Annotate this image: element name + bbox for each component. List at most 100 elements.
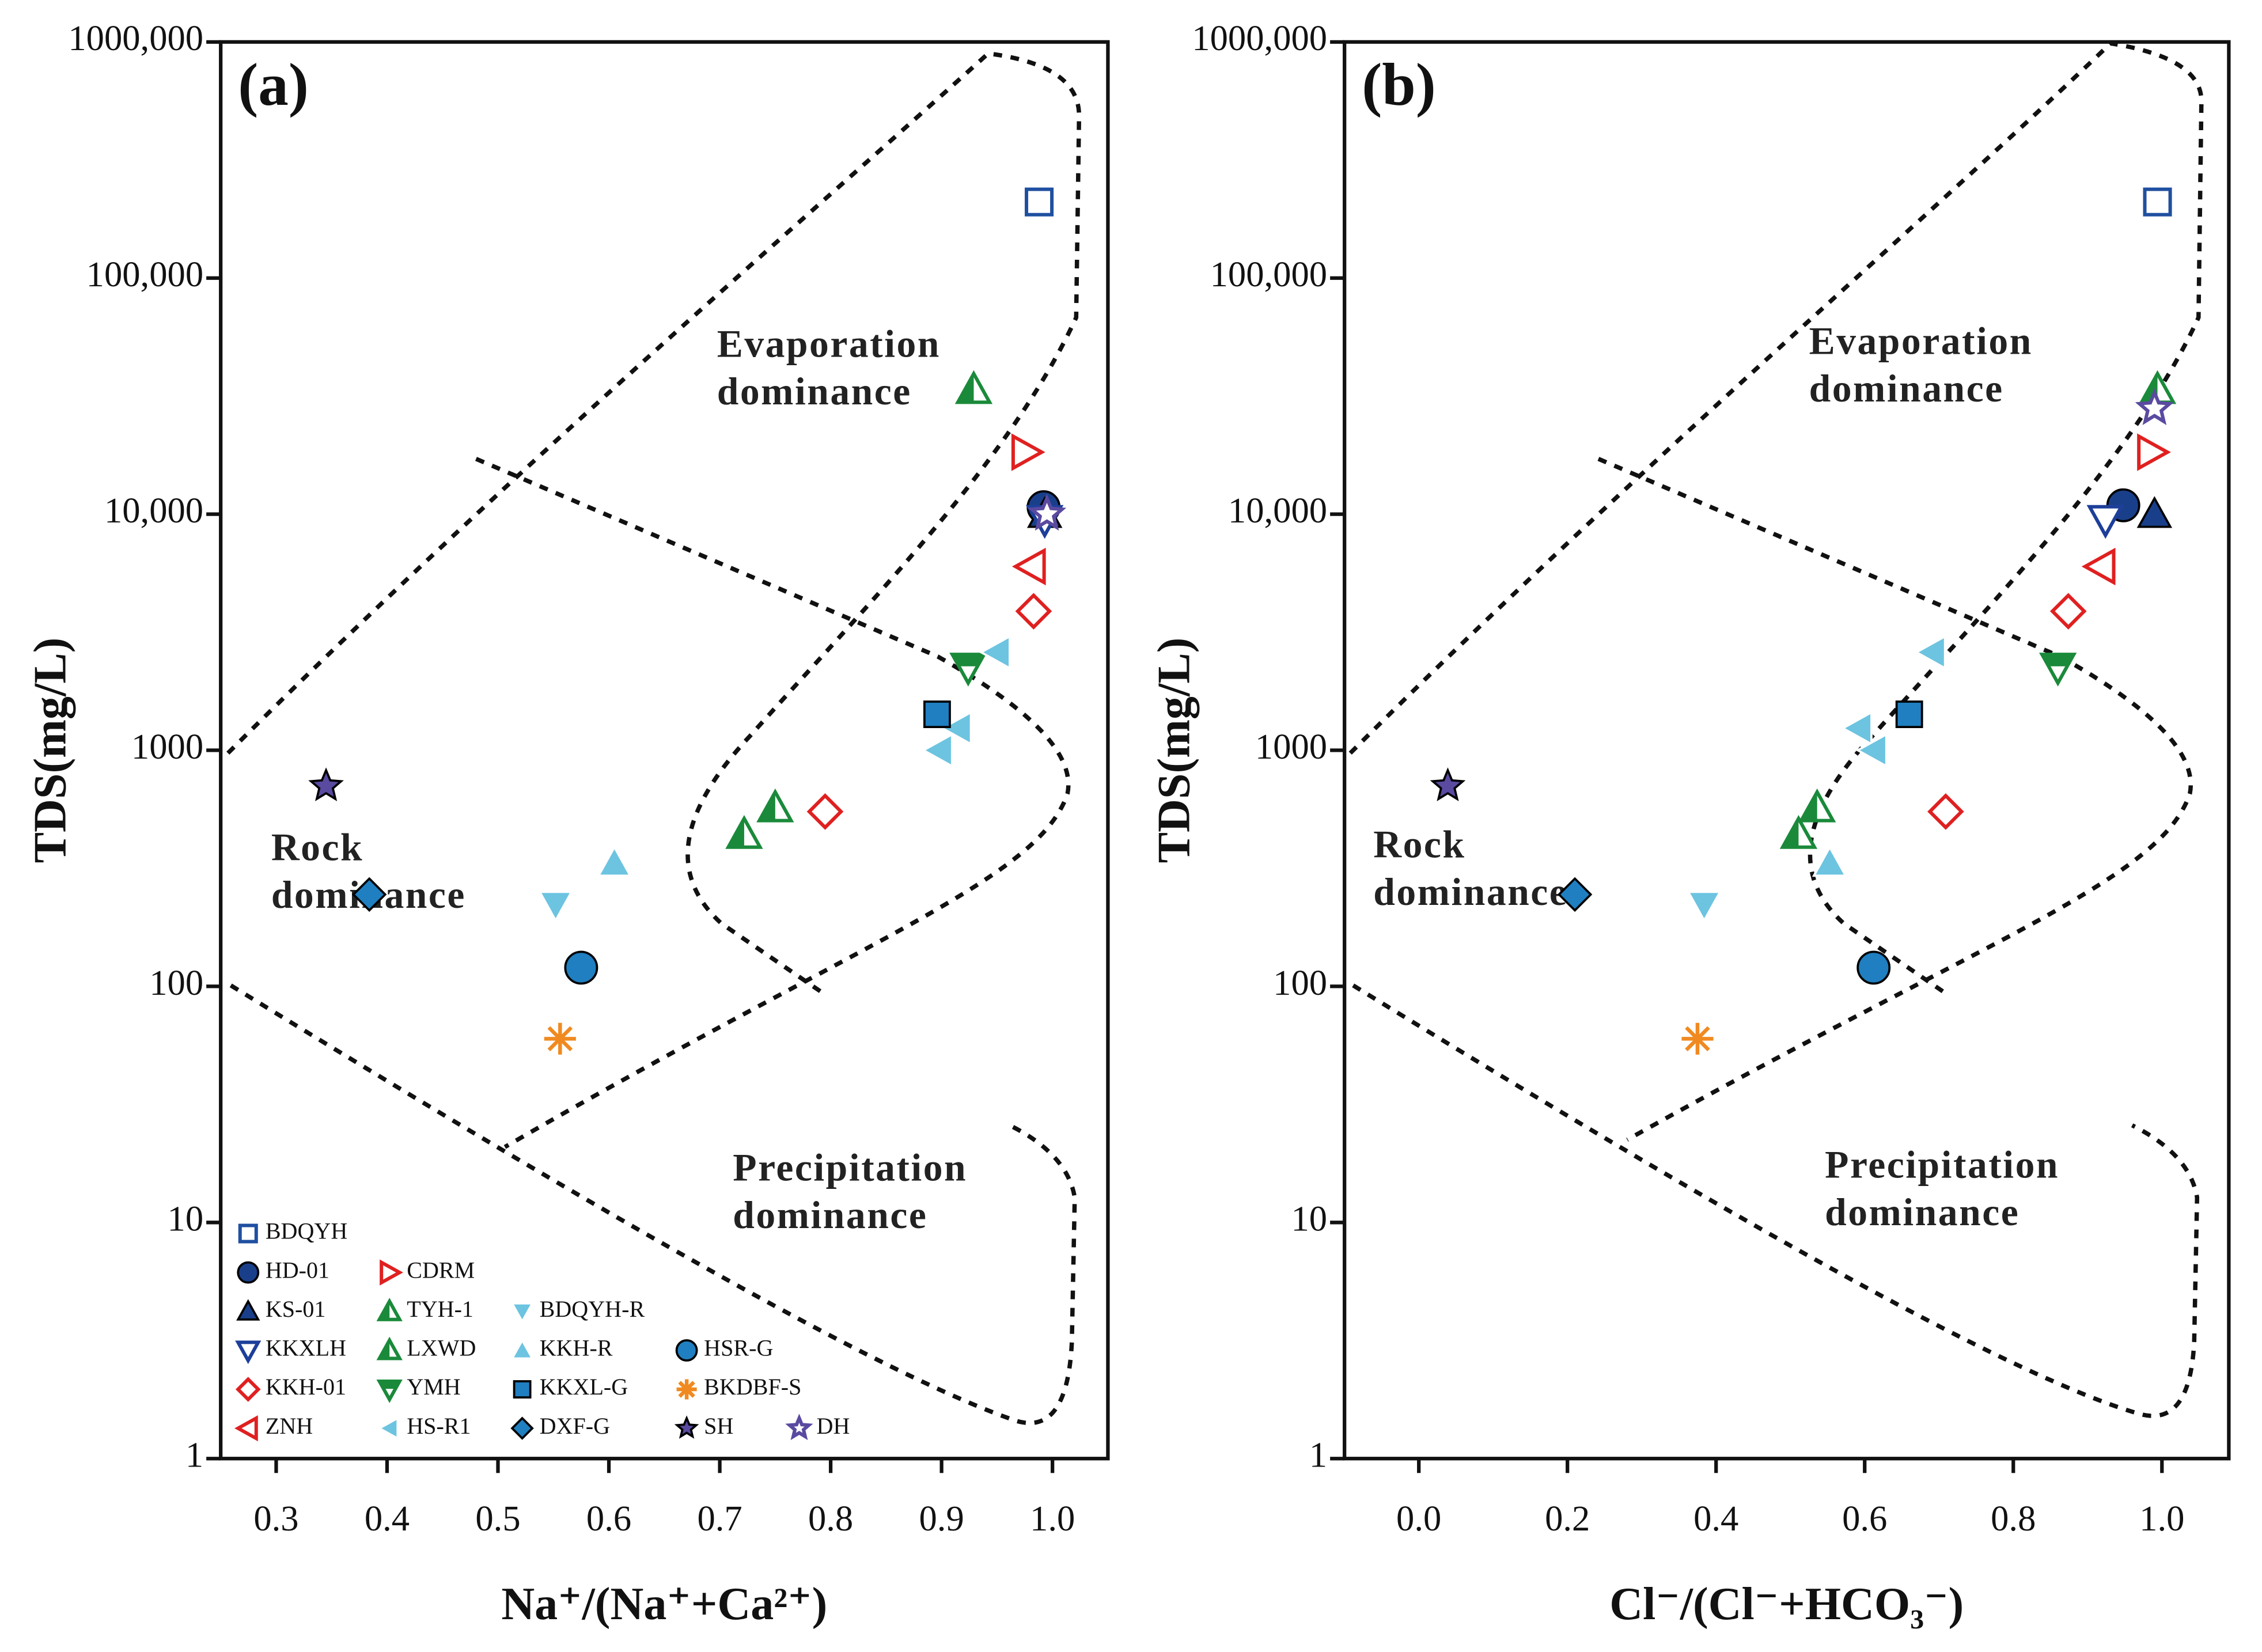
marker-shape xyxy=(513,1380,532,1399)
legend-label: LXWD xyxy=(407,1335,476,1361)
evaporation-boundary xyxy=(226,51,1082,995)
y-tick-label: 1000,000 xyxy=(1192,18,1327,58)
marker-shape xyxy=(1430,767,1466,801)
marker-shape xyxy=(510,1416,534,1440)
data-point xyxy=(756,788,794,823)
marker-shape xyxy=(806,793,844,830)
legend-label: DH xyxy=(817,1413,850,1439)
marker-shape xyxy=(235,1340,262,1365)
data-point xyxy=(1681,1022,1714,1055)
x-tick-label: 0.5 xyxy=(475,1498,520,1539)
legend-symbol xyxy=(510,1337,535,1360)
marker-shape xyxy=(1927,793,1964,830)
y-tick-label: 1 xyxy=(1309,1435,1327,1475)
y-tick-label: 10 xyxy=(1291,1199,1327,1239)
data-point xyxy=(1025,187,1054,217)
y-tick-label: 1000 xyxy=(1255,726,1327,767)
legend-symbol xyxy=(237,1261,260,1284)
marker-shape xyxy=(1557,877,1593,912)
data-point xyxy=(1015,593,1052,630)
marker-shape xyxy=(1856,950,1891,985)
region-label: dominance xyxy=(1373,870,1568,914)
marker-half xyxy=(379,1381,400,1389)
legend-label: DXF-G xyxy=(540,1413,610,1439)
legend-symbol xyxy=(674,1415,699,1439)
legend-label: HSR-G xyxy=(704,1335,773,1361)
marker-stroke xyxy=(1685,1026,1710,1052)
legend-label: TYH-1 xyxy=(407,1296,473,1322)
legend-label: KKXLH xyxy=(266,1335,346,1361)
boundary-curves-b xyxy=(1348,41,2204,1418)
data-point xyxy=(2086,505,2124,539)
marker-shape xyxy=(785,1414,813,1441)
legend-symbol xyxy=(510,1302,535,1324)
region-label: dominance xyxy=(717,370,912,413)
marker-shape xyxy=(1011,433,1045,471)
marker-half xyxy=(759,792,775,821)
y-tick-label: 10,000 xyxy=(1228,490,1327,531)
x-tick-label: 0.6 xyxy=(1842,1498,1887,1539)
marker-shape xyxy=(1025,187,1054,217)
marker-shape xyxy=(1027,494,1067,531)
marker-half xyxy=(728,819,744,847)
marker-half xyxy=(2042,654,2074,666)
plot-frame xyxy=(1343,40,2231,1461)
data-point xyxy=(2135,388,2174,425)
marker-shape xyxy=(1011,547,1046,586)
legend-symbol xyxy=(510,1416,534,1440)
marker-shape xyxy=(510,1302,535,1324)
data-point xyxy=(1027,494,1067,531)
region-label: dominance xyxy=(1809,367,2004,410)
data-point xyxy=(1430,767,1466,801)
marker-half xyxy=(957,373,974,403)
data-point xyxy=(954,370,993,404)
marker-shape xyxy=(510,1337,535,1360)
data-point xyxy=(351,877,387,912)
marker-shape xyxy=(236,1299,260,1321)
legend-symbol xyxy=(376,1336,403,1361)
legend-symbol xyxy=(236,1299,260,1321)
x-tick-label: 0.0 xyxy=(1396,1498,1441,1539)
y-tick-label: 1000,000 xyxy=(68,18,203,58)
chart-title: (a) xyxy=(238,51,309,118)
legend-symbol xyxy=(376,1379,403,1403)
y-tick-label: 100,000 xyxy=(86,254,203,294)
data-point xyxy=(1011,433,1045,471)
marker-shape xyxy=(238,1223,258,1244)
data-point xyxy=(1855,732,1888,768)
legend-symbol xyxy=(676,1379,697,1400)
chart-title: (b) xyxy=(1362,51,1436,118)
data-point xyxy=(1914,634,1946,670)
data-point xyxy=(1779,814,1818,849)
precipitation-boundary xyxy=(229,983,1077,1426)
data-point xyxy=(2049,593,2087,630)
y-tick-label: 100 xyxy=(149,963,203,1003)
marker-shape xyxy=(1895,700,1923,729)
data-point xyxy=(1557,877,1593,912)
marker-stroke xyxy=(678,1381,695,1398)
marker-shape xyxy=(234,1415,258,1442)
x-tick-label: 0.8 xyxy=(1991,1498,2036,1539)
data-point xyxy=(1927,793,1964,830)
region-label: Precipitation xyxy=(1825,1143,2059,1186)
marker-shape xyxy=(235,1377,261,1402)
legend-symbol xyxy=(234,1415,258,1442)
legend-symbol xyxy=(238,1223,258,1244)
legend-label: KKH-R xyxy=(540,1335,613,1361)
x-axis-label: Na⁺/(Na⁺+Ca²⁺) xyxy=(501,1579,827,1630)
legend-symbol xyxy=(380,1259,403,1286)
legend-symbol xyxy=(513,1380,532,1399)
region-label: Evaporation xyxy=(1809,319,2033,362)
data-point xyxy=(1686,891,1722,923)
precipitation-boundary xyxy=(1352,983,2200,1418)
data-point xyxy=(2137,433,2171,471)
marker-half xyxy=(379,1340,390,1359)
region-label: Precipitation xyxy=(733,1146,967,1189)
y-tick-label: 10 xyxy=(168,1199,204,1239)
legend-symbol xyxy=(377,1416,399,1441)
marker-shape xyxy=(2081,547,2116,586)
x-tick-label: 0.3 xyxy=(253,1498,298,1539)
data-point xyxy=(308,767,344,801)
data-point xyxy=(940,710,972,746)
data-point xyxy=(596,844,632,877)
